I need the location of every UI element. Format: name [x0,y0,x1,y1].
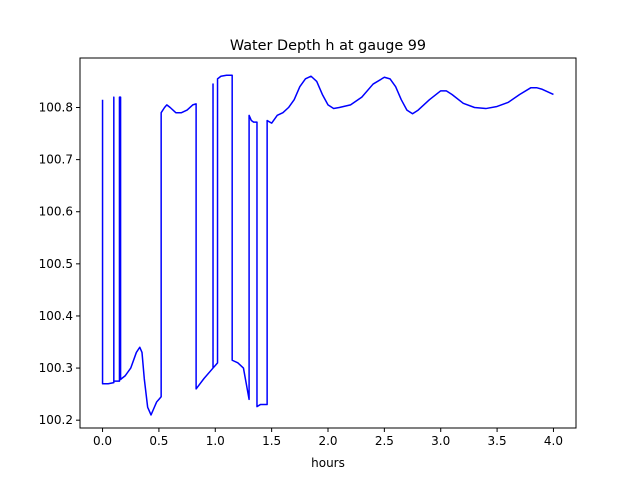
plot-lines [101,74,554,416]
plot-frame [79,57,577,429]
x-tick-label: 1.0 [206,434,225,448]
y-tick-label: 100.8 [39,101,73,115]
y-tick-label: 100.5 [39,257,73,271]
chart-title: Water Depth h at gauge 99 [230,38,426,54]
x-axis-ticks: 0.0 0.5 1.0 1.5 2.0 2.5 3.0 3.5 4.0 [93,428,563,448]
x-tick-label: 3.0 [431,434,450,448]
x-tick-label: 2.0 [318,434,337,448]
y-tick-label: 100.3 [39,361,73,375]
series-line-1 [101,74,554,416]
x-tick-label: 3.5 [488,434,507,448]
x-axis-label: hours [311,456,345,470]
x-tick-label: 2.5 [375,434,394,448]
y-tick-label: 100.2 [39,413,73,427]
x-tick-label: 0.0 [93,434,112,448]
x-tick-label: 1.5 [262,434,281,448]
y-axis-ticks: 100.2 100.3 100.4 100.5 100.6 100.7 100.8 [39,101,80,427]
y-tick-label: 100.4 [39,309,73,323]
y-tick-label: 100.7 [39,153,73,167]
x-tick-label: 4.0 [544,434,563,448]
x-tick-label: 0.5 [149,434,168,448]
y-tick-label: 100.6 [39,205,73,219]
